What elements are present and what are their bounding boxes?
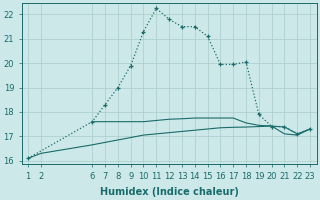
X-axis label: Humidex (Indice chaleur): Humidex (Indice chaleur) — [100, 187, 239, 197]
